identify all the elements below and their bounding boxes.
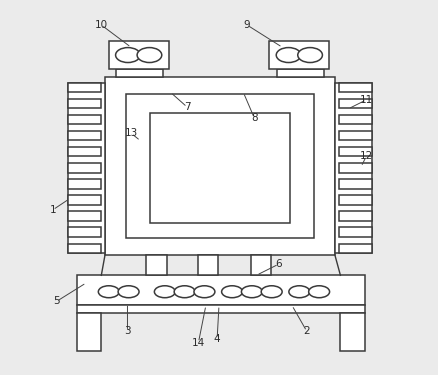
Bar bbox=[339, 228, 372, 237]
Text: 10: 10 bbox=[95, 20, 108, 30]
Text: 14: 14 bbox=[192, 338, 205, 348]
Bar bbox=[105, 77, 335, 255]
Ellipse shape bbox=[194, 286, 215, 298]
Bar bbox=[77, 275, 365, 305]
Ellipse shape bbox=[261, 286, 282, 298]
Bar bbox=[339, 147, 372, 156]
Text: 11: 11 bbox=[360, 95, 373, 105]
Text: 8: 8 bbox=[251, 113, 258, 123]
Bar bbox=[77, 314, 101, 351]
Ellipse shape bbox=[241, 286, 262, 298]
Ellipse shape bbox=[154, 286, 175, 298]
Bar bbox=[68, 131, 101, 140]
Bar bbox=[68, 243, 101, 253]
Text: 2: 2 bbox=[304, 326, 310, 336]
Bar bbox=[335, 83, 372, 253]
Bar bbox=[68, 228, 101, 237]
Bar bbox=[126, 94, 314, 238]
Text: 9: 9 bbox=[244, 20, 251, 30]
Ellipse shape bbox=[174, 286, 195, 298]
Bar bbox=[339, 83, 372, 92]
Bar bbox=[277, 69, 324, 77]
Bar bbox=[146, 255, 167, 275]
Ellipse shape bbox=[298, 48, 322, 63]
Bar bbox=[68, 179, 101, 189]
Bar bbox=[269, 41, 329, 69]
Bar bbox=[339, 211, 372, 221]
Text: 12: 12 bbox=[360, 151, 373, 161]
Text: 6: 6 bbox=[276, 259, 282, 269]
Ellipse shape bbox=[137, 48, 162, 63]
Bar bbox=[251, 255, 271, 275]
Text: 1: 1 bbox=[49, 205, 56, 215]
Text: 5: 5 bbox=[53, 297, 60, 306]
Text: 4: 4 bbox=[214, 334, 220, 344]
Bar bbox=[339, 195, 372, 205]
Bar bbox=[77, 305, 365, 314]
Ellipse shape bbox=[118, 286, 139, 298]
Bar bbox=[68, 211, 101, 221]
Ellipse shape bbox=[309, 286, 329, 298]
Ellipse shape bbox=[222, 286, 243, 298]
Bar bbox=[68, 163, 101, 172]
Bar bbox=[198, 255, 218, 275]
Bar bbox=[68, 99, 101, 108]
Bar bbox=[339, 163, 372, 172]
Bar bbox=[339, 179, 372, 189]
Ellipse shape bbox=[276, 48, 301, 63]
Ellipse shape bbox=[289, 286, 310, 298]
Text: 13: 13 bbox=[124, 128, 138, 138]
Ellipse shape bbox=[98, 286, 119, 298]
Bar bbox=[68, 83, 105, 253]
Text: 3: 3 bbox=[124, 326, 131, 336]
Bar bbox=[116, 69, 163, 77]
Bar bbox=[68, 147, 101, 156]
Bar bbox=[340, 314, 365, 351]
Text: 7: 7 bbox=[184, 102, 191, 112]
Bar bbox=[339, 99, 372, 108]
Ellipse shape bbox=[116, 48, 140, 63]
Bar bbox=[68, 195, 101, 205]
Bar bbox=[339, 115, 372, 125]
Bar bbox=[68, 115, 101, 125]
Bar bbox=[150, 113, 290, 223]
Bar bbox=[339, 131, 372, 140]
Bar bbox=[339, 243, 372, 253]
Bar bbox=[109, 41, 169, 69]
Bar bbox=[68, 83, 101, 92]
